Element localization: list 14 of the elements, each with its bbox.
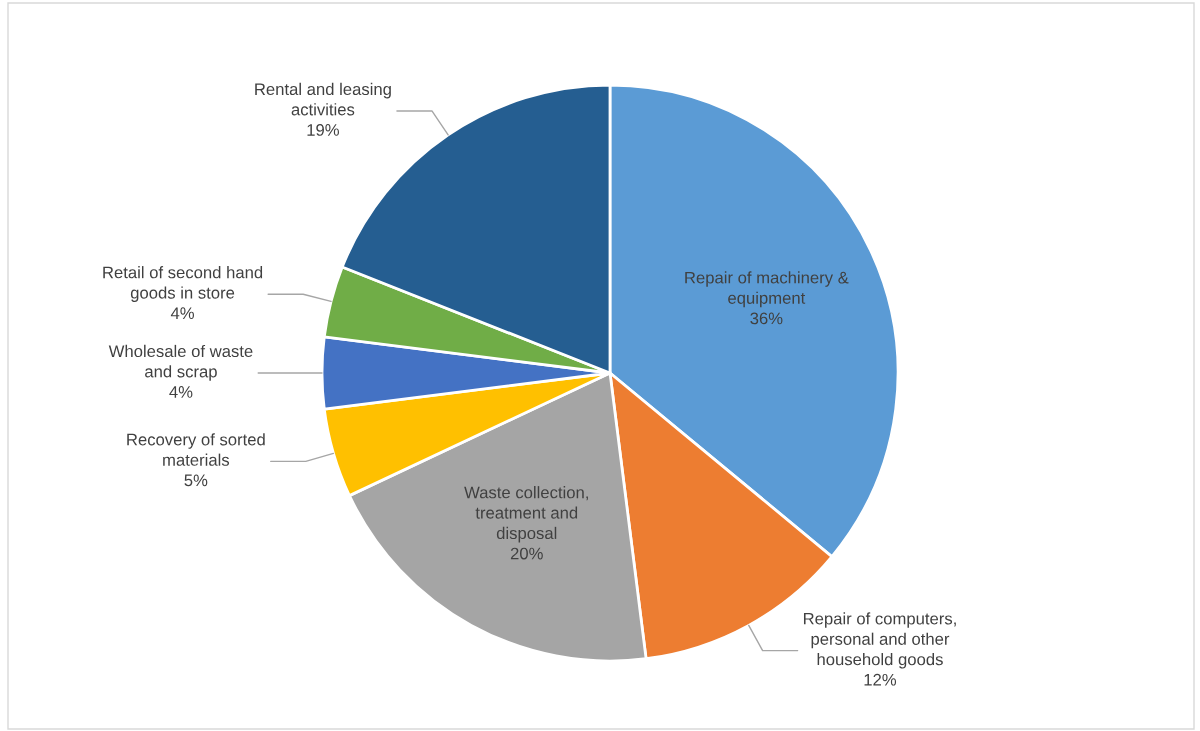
data-label: 20%: [510, 547, 543, 560]
data-label: 4%: [170, 307, 194, 319]
slice-label: Retail of second hand goods in store: [103, 266, 263, 302]
slice-label: Recovery of sorted materials: [127, 433, 265, 466]
slice-label: Repair of machinery & equipment: [685, 271, 849, 308]
slice-label: Repair of computers, personal and other household goods: [803, 612, 956, 669]
slice-label: Rental and leasing activities: [255, 82, 391, 116]
data-label: 36%: [750, 312, 783, 325]
data-label: 4%: [169, 386, 193, 398]
data-label: 12%: [864, 673, 897, 686]
data-label: 19%: [307, 124, 339, 136]
slice-label: Wholesale of waste and scrap: [108, 344, 253, 381]
slice-label: Waste collection, treatment and disposal: [464, 486, 588, 543]
data-label: 5%: [184, 474, 208, 487]
